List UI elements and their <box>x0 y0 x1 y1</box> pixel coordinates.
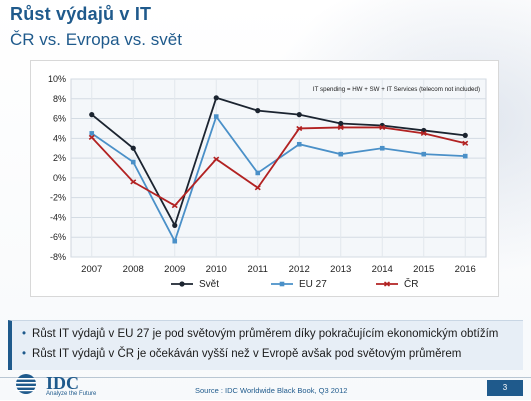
legend-marker <box>279 281 285 287</box>
x-tick-label: 2015 <box>413 264 434 275</box>
data-point <box>420 130 427 137</box>
data-point <box>88 134 95 140</box>
data-point <box>130 145 136 151</box>
data-point <box>130 179 137 185</box>
data-point <box>462 132 468 138</box>
bullet-item: Růst IT výdajů v EU 27 je pod světovým p… <box>22 324 513 344</box>
bullet-list: Růst IT výdajů v EU 27 je pod světovým p… <box>8 320 523 370</box>
data-point <box>213 114 219 119</box>
data-point <box>296 112 302 118</box>
series-line-2 <box>91 126 466 207</box>
y-tick-label: 10% <box>48 74 66 84</box>
data-point <box>337 124 344 131</box>
legend-label: ČR <box>404 277 418 290</box>
y-tick-label: 2% <box>53 153 66 163</box>
data-point <box>171 202 178 209</box>
data-point <box>338 151 344 157</box>
page-number: 3 <box>487 380 523 396</box>
y-tick-label: -8% <box>50 252 66 262</box>
data-point <box>379 145 385 151</box>
data-point <box>296 141 302 147</box>
y-tick-label: 4% <box>53 133 66 143</box>
data-point <box>338 120 344 127</box>
data-point <box>254 185 261 191</box>
x-tick-label: 2014 <box>372 264 393 275</box>
data-point <box>213 156 220 162</box>
y-tick-label: -4% <box>50 212 66 222</box>
x-tick-label: 2012 <box>289 264 310 275</box>
line-chart: -8% -6% -4% -2% 0% 2% 4% 6% 8% 10% 2007 2008 2009 201… <box>48 74 487 290</box>
x-tick-label: 2016 <box>455 264 476 275</box>
legend-marker <box>179 281 185 287</box>
data-point <box>296 125 303 132</box>
logo-text: IDC <box>46 373 80 393</box>
source-note: Source : IDC Worldwide Black Book, Q3 20… <box>195 386 348 395</box>
legend-marker <box>384 281 390 287</box>
chart-annotation: IT spending = HW + SW + IT Services (tel… <box>313 86 480 93</box>
data-point <box>462 140 469 146</box>
legend-label: EU 27 <box>299 279 327 290</box>
data-point <box>172 222 178 228</box>
legend-label: Svět <box>199 279 219 290</box>
footer-divider <box>0 377 531 378</box>
data-point <box>89 131 95 136</box>
data-point <box>379 124 386 131</box>
x-tick-label: 2010 <box>206 264 227 275</box>
x-tick-label: 2011 <box>248 264 268 275</box>
logo-tagline: Analyze the Future <box>46 391 97 397</box>
data-point <box>89 112 95 118</box>
data-point <box>130 159 136 165</box>
x-tick-label: 2007 <box>81 264 102 275</box>
y-tick-label: -2% <box>50 193 66 203</box>
x-tick-label: 2008 <box>123 264 144 275</box>
plot-area <box>70 78 487 258</box>
y-tick-label: 0% <box>53 173 66 183</box>
y-tick-label: -6% <box>50 232 66 242</box>
idc-logo: IDC Analyze the Future <box>14 372 124 398</box>
data-point <box>255 108 261 114</box>
data-point <box>462 153 468 159</box>
data-point <box>255 170 261 176</box>
bullet-item: Růst IT výdajů v ČR je očekáván vyšší ne… <box>22 344 513 364</box>
data-point <box>213 95 219 101</box>
series-line-0 <box>91 96 466 228</box>
data-point <box>172 238 178 244</box>
x-tick-label: 2013 <box>330 264 351 275</box>
slide-title: Růst výdajů v IT <box>10 4 152 24</box>
data-point <box>421 151 427 157</box>
y-tick-label: 6% <box>53 114 66 124</box>
x-tick-label: 2009 <box>164 264 185 275</box>
chart-panel: -8% -6% -4% -2% 0% 2% 4% 6% 8% 10% 2007 2008 2009 201… <box>30 60 499 297</box>
slide-subtitle: ČR vs. Evropa vs. svět <box>10 30 182 49</box>
globe-icon <box>16 374 36 394</box>
y-tick-label: 8% <box>53 94 66 104</box>
